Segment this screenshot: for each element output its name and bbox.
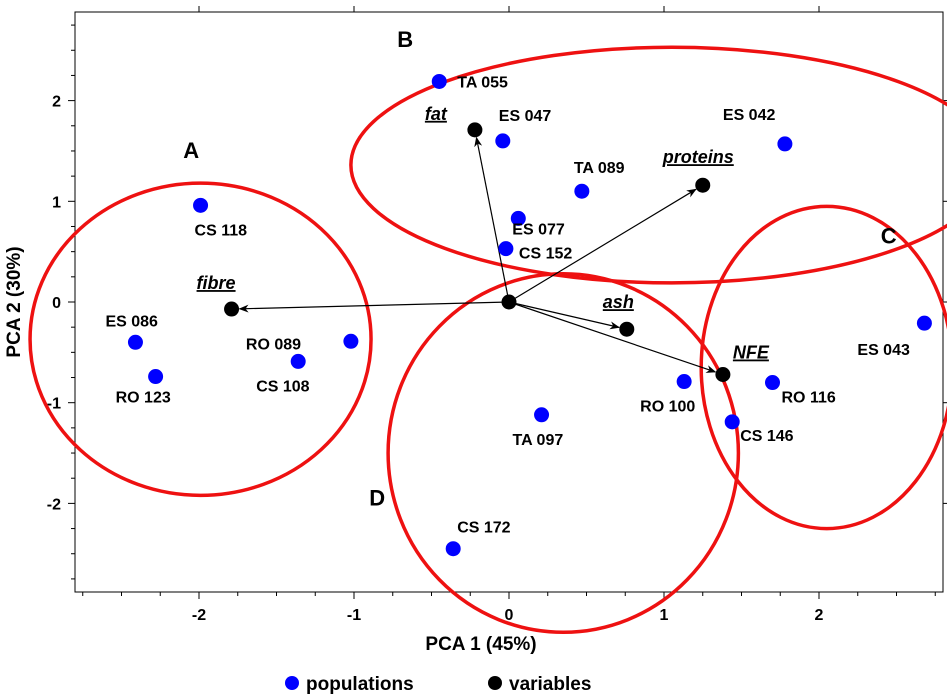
y-tick-label: 1 [52,194,61,211]
cluster-label-d: D [369,485,385,510]
population-label-es-042: ES 042 [723,107,776,124]
origin-point [501,294,517,310]
population-point-es-043 [916,315,932,331]
population-point-es-042 [777,136,793,152]
variable-point-fibre [224,301,240,317]
legend: populations variables [285,674,591,695]
variable-point-fat [467,122,483,138]
variable-label-nfe: NFE [733,343,770,363]
variable-label-fibre: fibre [197,273,236,293]
cluster-ellipse-a [28,181,373,498]
cluster-ellipse-b [349,45,947,285]
population-point-cs-146 [724,414,740,430]
arrow-fibre [238,301,510,313]
population-point-ta-055 [431,73,447,89]
population-label-es-047: ES 047 [499,108,552,125]
population-label-es-086: ES 086 [105,313,158,330]
cluster-label-a: A [183,138,199,163]
population-label-ta-097: TA 097 [513,432,564,449]
cluster-ellipse-d [386,272,741,635]
population-point-cs-108 [290,353,306,369]
x-tick-label: -1 [347,607,361,624]
cluster-ellipses [28,45,947,635]
population-point-ro-123 [148,369,164,385]
x-tick-label: -2 [192,607,206,624]
population-label-cs-172: CS 172 [457,520,510,537]
data-labels: TA 055 ES 047 ES 042 TA 089 ES 077 CS 152 CS 1… [105,74,910,536]
x-axis-label: PCA 1 (45%) [425,634,536,655]
population-label-ta-089: TA 089 [574,160,625,177]
y-tick-label: -2 [47,496,61,513]
population-point-cs-152 [498,241,514,257]
population-point-ro-100 [676,374,692,390]
legend-variables-marker [488,676,502,690]
population-label-cs-118: CS 118 [195,222,248,239]
population-label-ta-055: TA 055 [457,74,508,91]
loading-arrows [238,136,717,373]
population-point-ro-089 [343,333,359,349]
population-label-ro-100: RO 100 [640,399,695,416]
variable-point-ash [619,321,635,337]
y-tick-label: -1 [47,396,61,413]
variable-point-nfe [715,367,731,382]
legend-populations-marker [285,676,299,690]
cluster-labels: A B C D [183,27,897,510]
y-tick-label: 0 [52,295,61,312]
population-label-ro-116: RO 116 [782,390,836,407]
population-point-ta-089 [574,183,590,199]
x-tick-label: 2 [815,607,824,624]
x-tick-label: 1 [660,607,669,624]
y-axis-label: PCA 2 (30%) [4,246,25,357]
variable-label-fat: fat [425,104,448,124]
population-point-ro-116 [765,375,780,391]
population-point-cs-172 [445,541,461,557]
legend-populations-label: populations [306,674,414,695]
arrow-proteins [508,188,697,303]
population-point-es-077 [510,210,526,226]
y-tick-label: 2 [52,94,61,111]
population-point-es-086 [127,334,143,350]
variable-label-proteins: proteins [662,147,734,167]
cluster-label-b: B [397,27,413,52]
population-label-cs-152: CS 152 [519,246,572,263]
population-label-ro-089: RO 089 [246,336,301,353]
axis-ticks: -2 -1 0 1 2 -2 -1 0 1 2 [47,6,947,624]
variable-label-ash: ash [603,292,634,312]
population-label-cs-108: CS 108 [256,378,309,395]
population-label-ro-123: RO 123 [116,390,171,407]
data-points [127,73,932,557]
population-point-cs-118 [193,197,209,213]
variable-point-proteins [695,177,711,193]
cluster-label-c: C [881,224,897,249]
arrow-ash [508,301,620,330]
population-label-es-043: ES 043 [857,342,910,359]
population-point-ta-097 [534,407,550,423]
legend-variables-label: variables [509,674,591,695]
population-label-cs-146: CS 146 [740,428,793,445]
arrow-nfe [508,301,717,373]
population-point-es-047 [495,133,511,149]
population-label-es-077: ES 077 [512,221,565,238]
x-tick-label: 0 [505,607,514,624]
arrow-fat [474,136,510,303]
